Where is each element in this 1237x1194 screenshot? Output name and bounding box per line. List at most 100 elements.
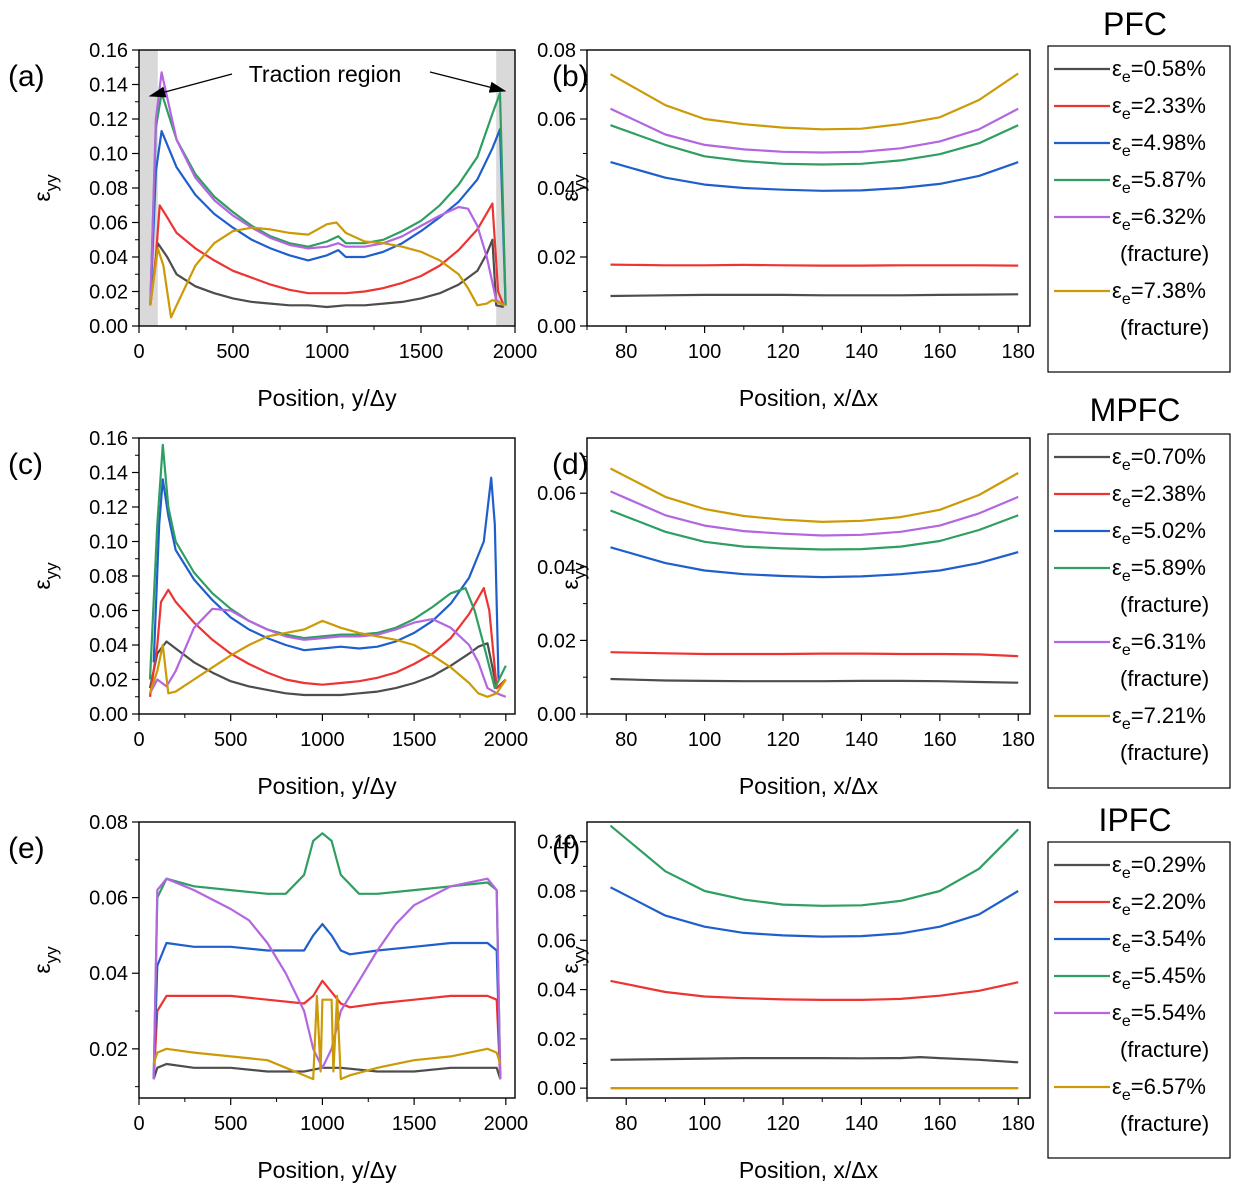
plot-frame <box>586 821 1031 1099</box>
x-tick-label: 500 <box>216 341 249 363</box>
plot-frame <box>586 49 1031 327</box>
x-tick-label: 140 <box>845 729 878 751</box>
annotation-text: Traction region <box>249 61 402 87</box>
x-tick-label: 100 <box>688 729 721 751</box>
series-line <box>152 979 502 1080</box>
series-line <box>148 640 507 697</box>
panel-tag: (c) <box>8 448 43 481</box>
y-tick-label: 0.04 <box>89 635 128 657</box>
chart-panel-e: 0 500 1000 1500 2000 0.02 0.04 0.06 0.08 Position… <box>8 812 528 1183</box>
y-tick-label: 0.10 <box>89 144 128 166</box>
series-line <box>149 92 507 306</box>
x-tick-label: 160 <box>923 341 956 363</box>
legend-item: εe=5.54%(fracture) <box>1054 1000 1209 1062</box>
y-tick-label: 0.06 <box>537 930 576 952</box>
x-tick-label: 140 <box>845 1113 878 1135</box>
series-line <box>149 607 507 698</box>
series-line <box>610 124 1019 166</box>
y-tick-label: 0.02 <box>89 670 128 692</box>
y-tick-label: 0.00 <box>537 704 576 726</box>
legend-sublabel: (fracture) <box>1120 241 1209 266</box>
x-tick-label: 160 <box>923 729 956 751</box>
x-tick-label: 100 <box>688 341 721 363</box>
y-tick-label: 0.02 <box>537 1029 576 1051</box>
x-tick-label: 180 <box>1002 729 1035 751</box>
x-tick-label: 80 <box>615 729 637 751</box>
series-line <box>152 1062 502 1080</box>
series-line <box>610 490 1019 537</box>
series-line <box>148 587 507 697</box>
x-tick-label: 500 <box>214 1113 247 1135</box>
y-tick-label: 0.08 <box>89 178 128 200</box>
y-tick-label: 0.12 <box>89 497 128 519</box>
series-line <box>149 221 507 319</box>
series-line <box>610 677 1019 684</box>
chart-panel-b: 80 100 120 140 160 180 0.00 0.02 0.04 0.06 0.08 Pos… <box>537 40 1035 411</box>
chart-panel-f: 80 100 120 140 160 180 0.00 0.02 0.04 0.06 0.08 0.1… <box>537 821 1035 1183</box>
legend-sublabel: (fracture) <box>1120 1037 1209 1062</box>
x-tick-label: 120 <box>766 1113 799 1135</box>
legend-item: εe=7.21%(fracture) <box>1054 703 1209 765</box>
legend-ipfc: IPFCεe=0.29%εe=2.20%εe=3.54%εe=5.45%εe=5… <box>1047 802 1231 1159</box>
x-tick-label: 160 <box>923 1113 956 1135</box>
panel-tag: (a) <box>8 60 45 93</box>
x-tick-label: 80 <box>615 1113 637 1135</box>
series-line <box>149 128 507 306</box>
series-line <box>609 467 1019 523</box>
y-tick-label: 0.02 <box>89 282 128 304</box>
plot-frame <box>586 437 1031 715</box>
y-tick-label: 0.14 <box>89 463 128 485</box>
chart-panel-d: 80 100 120 140 160 180 0.00 0.02 0.04 0.06 Positio… <box>537 437 1035 799</box>
y-tick-label: 0.00 <box>537 316 576 338</box>
x-tick-label: 120 <box>766 729 799 751</box>
panel-tag: (d) <box>552 448 589 481</box>
y-tick-label: 0.16 <box>89 40 128 62</box>
x-axis-title: Position, x/Δx <box>739 1157 879 1183</box>
y-tick-label: 0.02 <box>89 1039 128 1061</box>
y-axis-title: εyy <box>29 174 61 202</box>
x-tick-label: 0 <box>133 341 144 363</box>
panel-tag: (e) <box>8 832 45 865</box>
legend-mpfc: MPFCεe=0.70%εe=2.38%εe=5.02%εe=5.89%(fra… <box>1047 392 1231 789</box>
plot-frame <box>138 821 516 1099</box>
x-tick-label: 1500 <box>392 729 437 751</box>
x-tick-label: 180 <box>1002 341 1035 363</box>
y-tick-label: 0.08 <box>537 40 576 62</box>
legend-box <box>1047 841 1231 1159</box>
y-tick-label: 0.06 <box>537 109 576 131</box>
x-axis-title: Position, y/Δy <box>257 1157 397 1183</box>
legend-sublabel: (fracture) <box>1120 740 1209 765</box>
x-tick-label: 1000 <box>300 1113 345 1135</box>
y-tick-label: 0.04 <box>89 247 128 269</box>
y-tick-label: 0.00 <box>89 704 128 726</box>
series-line <box>149 202 505 306</box>
series-line <box>148 443 507 690</box>
y-tick-label: 0.14 <box>89 75 128 97</box>
legend-group-title: MPFC <box>1090 392 1181 428</box>
y-tick-label: 0.16 <box>89 428 128 450</box>
y-tick-label: 0.08 <box>89 812 128 834</box>
series-line <box>610 651 1019 658</box>
x-tick-label: 1000 <box>300 729 345 751</box>
x-axis-title: Position, y/Δy <box>257 773 397 799</box>
y-tick-label: 0.04 <box>89 963 128 985</box>
y-tick-label: 0.02 <box>537 247 576 269</box>
y-tick-label: 0.00 <box>537 1078 576 1100</box>
legend-group-title: PFC <box>1103 6 1167 42</box>
y-tick-label: 0.08 <box>537 881 576 903</box>
chart-panel-c: 0 500 1000 1500 2000 0.00 0.02 0.04 0.06 0.08 0.10… <box>8 428 528 799</box>
legend-item: εe=2.20% <box>1054 889 1206 919</box>
legend-sublabel: (fracture) <box>1120 666 1209 691</box>
legend-group-title: IPFC <box>1099 802 1172 838</box>
y-tick-label: 0.04 <box>537 557 576 579</box>
legend-sublabel: (fracture) <box>1120 592 1209 617</box>
y-tick-label: 0.06 <box>89 601 128 623</box>
y-tick-label: 0.04 <box>537 178 576 200</box>
series-line <box>610 979 1019 1001</box>
series-line <box>609 72 1019 131</box>
x-tick-label: 120 <box>766 341 799 363</box>
series-line <box>610 293 1019 298</box>
plot-frame <box>138 437 516 715</box>
legend-box <box>1047 45 1231 373</box>
series-line <box>149 71 505 307</box>
